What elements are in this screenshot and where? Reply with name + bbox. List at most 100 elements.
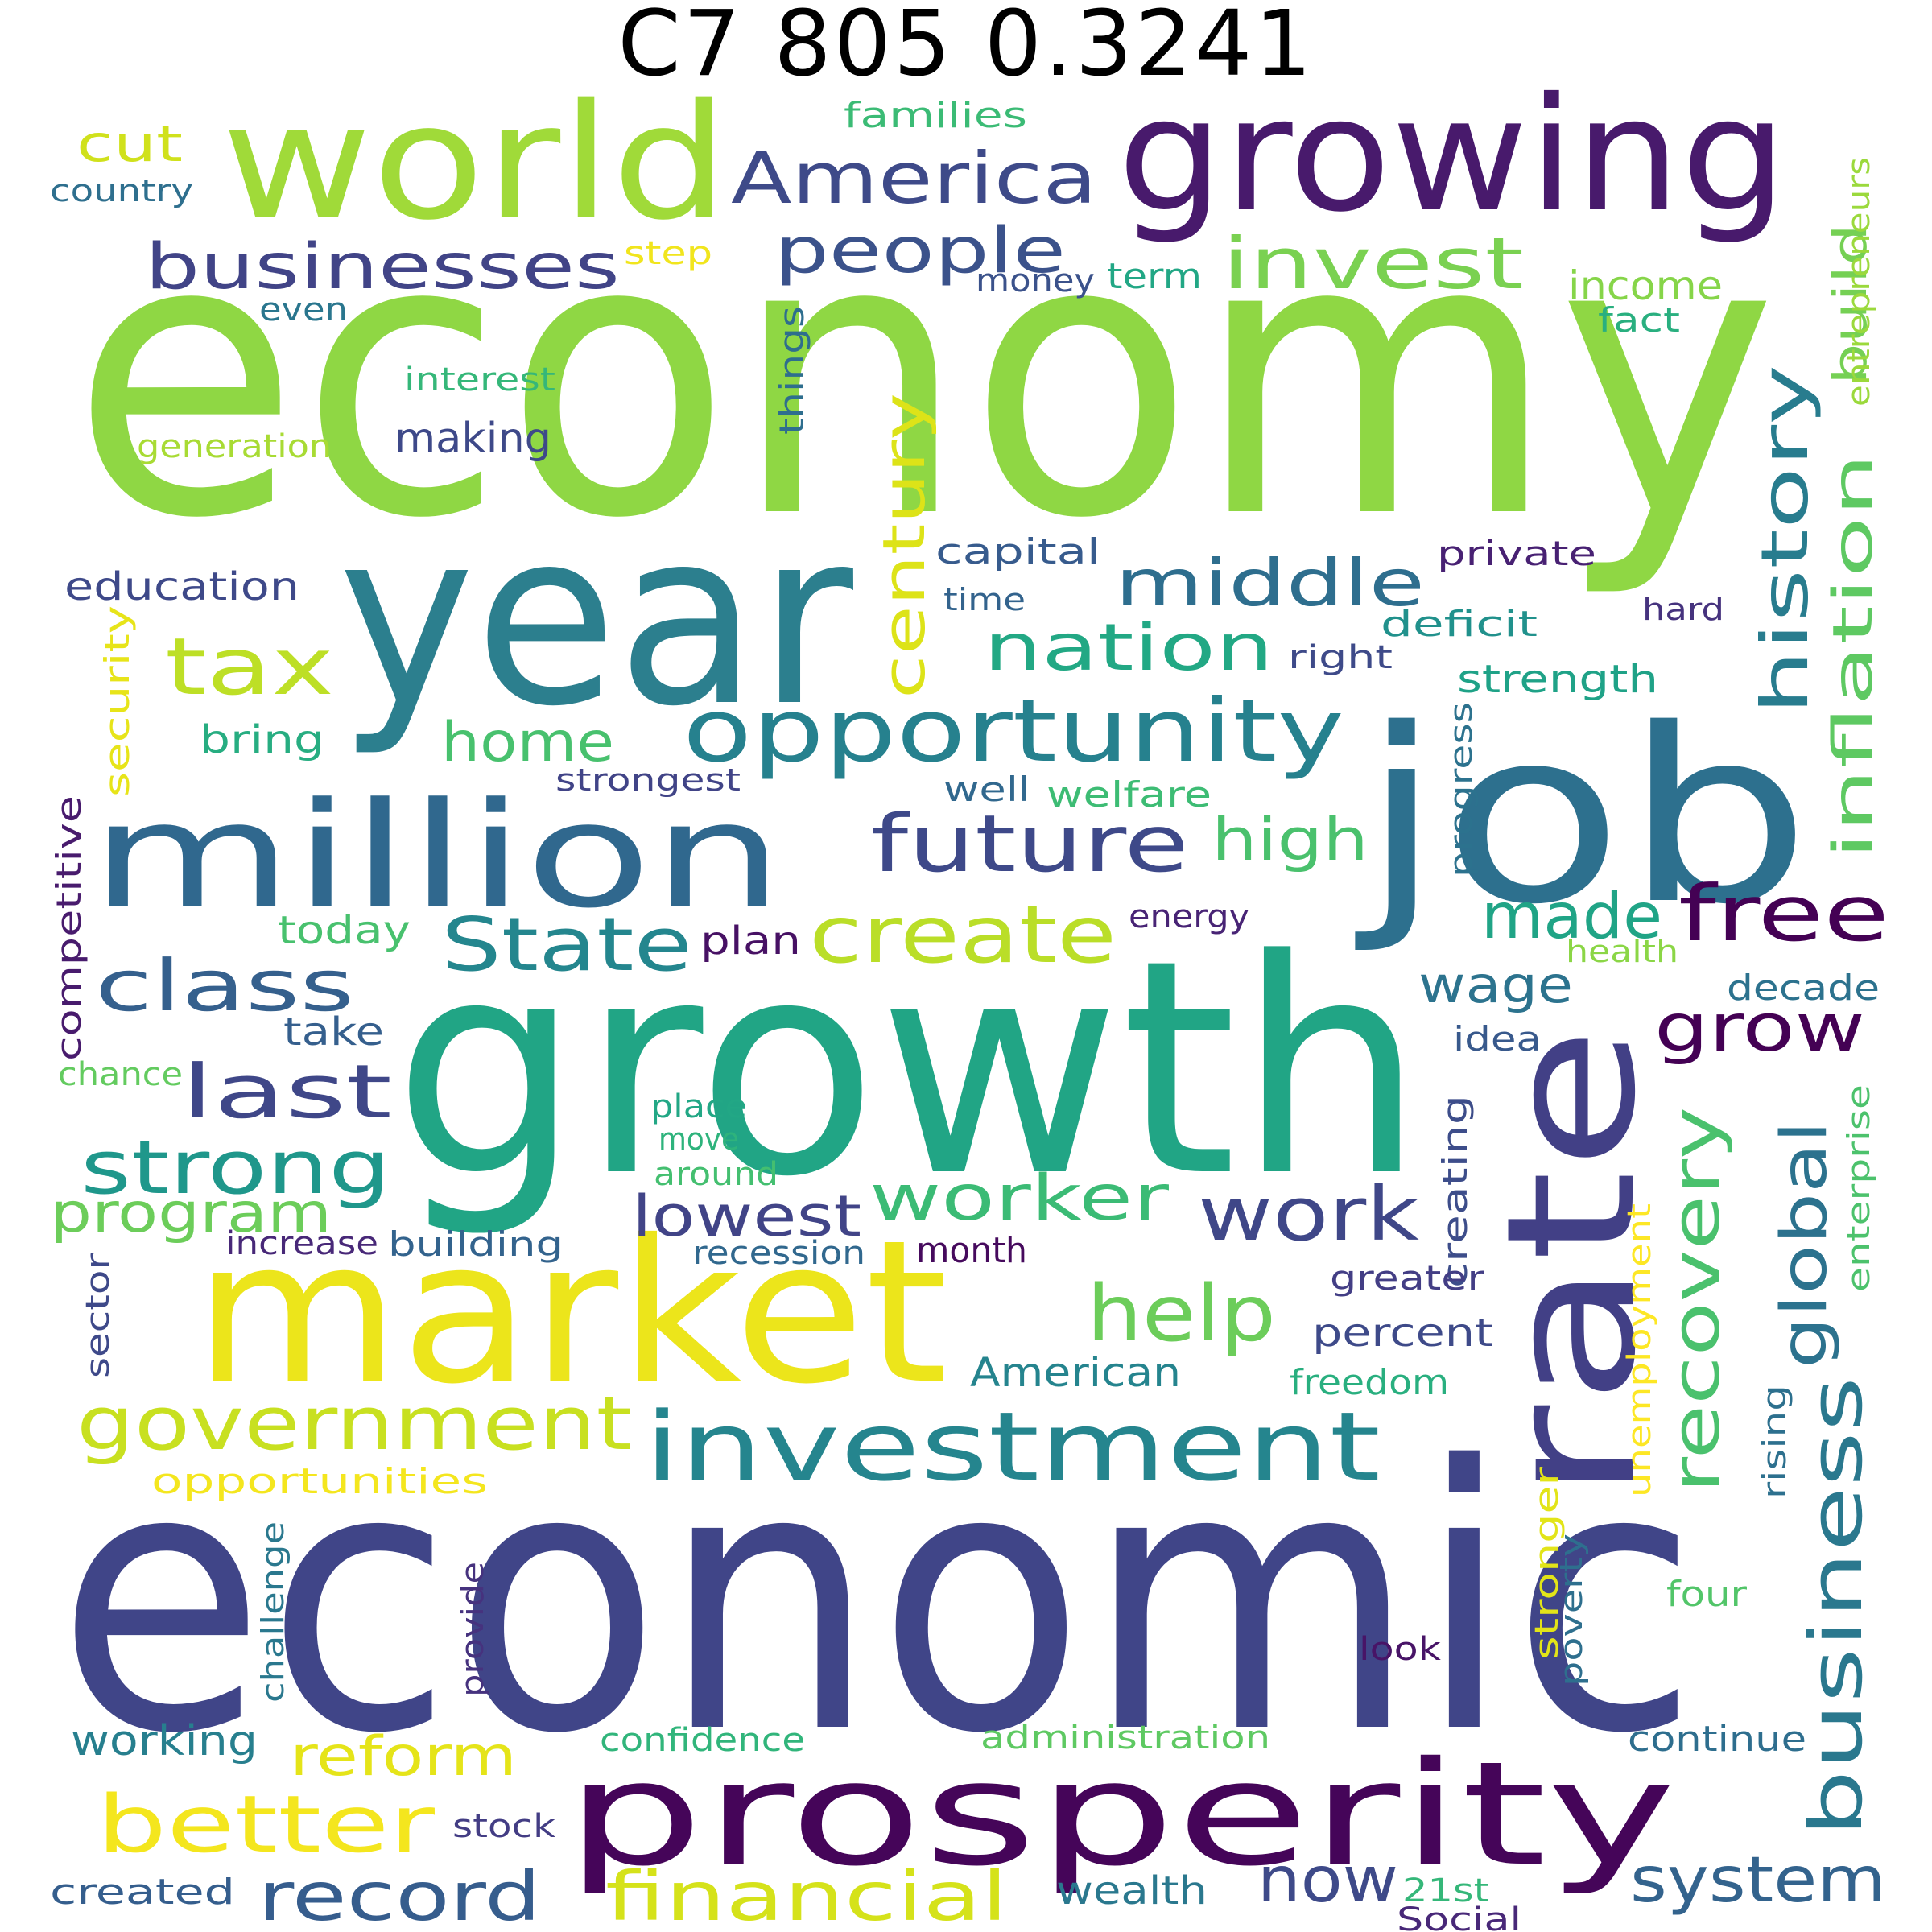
- word-recovery: recovery: [1658, 1107, 1735, 1493]
- word-prosperity: prosperity: [565, 1731, 1676, 1897]
- word-plan: plan: [700, 919, 801, 964]
- word-sector: sector: [80, 1253, 117, 1378]
- word-even: even: [259, 291, 348, 328]
- word-chance: chance: [58, 1056, 183, 1093]
- word-government: government: [76, 1381, 632, 1467]
- word-system: system: [1630, 1844, 1886, 1917]
- word-grow: grow: [1654, 990, 1865, 1067]
- word-recession: recession: [692, 1235, 865, 1272]
- word-made: made: [1481, 881, 1662, 953]
- word-generation: generation: [137, 428, 332, 465]
- word-greater: greater: [1330, 1258, 1485, 1298]
- word-interest: interest: [404, 361, 555, 398]
- word-today: today: [278, 908, 411, 953]
- word-home: home: [441, 711, 614, 774]
- word-strongest: strongest: [555, 762, 741, 798]
- word-economic: economic: [56, 1389, 1699, 1813]
- word-making: making: [394, 415, 551, 463]
- word-reform: reform: [290, 1725, 517, 1789]
- word-class: class: [95, 944, 354, 1027]
- word-middle: middle: [1115, 546, 1425, 621]
- word-take: take: [283, 1009, 384, 1055]
- word-high: high: [1212, 806, 1368, 873]
- word-working: working: [71, 1717, 258, 1765]
- word-Social: Social: [1397, 1901, 1521, 1932]
- word-investment: investment: [644, 1391, 1381, 1502]
- word-free: free: [1678, 869, 1889, 959]
- word-wealth: wealth: [1056, 1868, 1208, 1913]
- word-creating: creating: [1435, 1095, 1475, 1288]
- word-strength: strength: [1457, 657, 1658, 702]
- word-money: money: [976, 262, 1095, 299]
- word-security: security: [97, 605, 137, 797]
- word-bring: bring: [200, 717, 324, 762]
- word-help: help: [1087, 1269, 1276, 1359]
- word-stronger: stronger: [1529, 1466, 1566, 1660]
- word-stock: stock: [452, 1808, 556, 1845]
- word-country: country: [50, 173, 193, 208]
- word-growth: growth: [393, 896, 1425, 1241]
- word-move: move: [658, 1121, 739, 1157]
- word-invest: invest: [1222, 222, 1524, 305]
- word-cut: cut: [76, 114, 183, 173]
- word-work: work: [1198, 1171, 1420, 1257]
- word-last: last: [181, 1049, 392, 1135]
- word-create: create: [809, 890, 1117, 981]
- word-private: private: [1437, 534, 1596, 573]
- word-world: world: [221, 69, 729, 255]
- word-million: million: [90, 772, 784, 940]
- word-record: record: [258, 1857, 541, 1932]
- word-decade: decade: [1727, 968, 1880, 1009]
- word-around: around: [654, 1156, 778, 1193]
- word-history: history: [1748, 365, 1823, 715]
- word-worker: worker: [869, 1162, 1170, 1235]
- word-energy: energy: [1129, 898, 1249, 935]
- word-program: program: [50, 1182, 332, 1245]
- word-provide: provide: [455, 1562, 490, 1697]
- word-strong: strong: [80, 1125, 390, 1211]
- word-month: month: [916, 1230, 1027, 1271]
- word-created: created: [50, 1872, 235, 1913]
- word-State: State: [441, 902, 692, 988]
- word-21st: 21st: [1402, 1872, 1489, 1909]
- word-build: build: [1823, 224, 1877, 385]
- word-business: business: [1794, 1377, 1879, 1837]
- word-four: four: [1666, 1574, 1748, 1615]
- word-growing: growing: [1117, 64, 1787, 246]
- word-century: century: [870, 393, 938, 699]
- word-now: now: [1257, 1844, 1398, 1917]
- word-future: future: [871, 799, 1189, 890]
- word-continue: continue: [1628, 1719, 1806, 1760]
- word-progress: progress: [1443, 702, 1479, 877]
- word-look: look: [1359, 1631, 1442, 1668]
- word-freedom: freedom: [1290, 1362, 1449, 1403]
- word-time: time: [943, 582, 1026, 617]
- word-poverty: poverty: [1554, 1534, 1589, 1686]
- word-opportunities: opportunities: [151, 1461, 488, 1502]
- cloud-title: C7 805 0.3241: [617, 0, 1315, 97]
- word-rate: rate: [1468, 1026, 1674, 1501]
- word-administration: administration: [980, 1719, 1270, 1757]
- word-fact: fact: [1598, 300, 1680, 340]
- word-tax: tax: [165, 621, 334, 713]
- word-lowest: lowest: [632, 1183, 861, 1249]
- word-job: job: [1352, 678, 1811, 957]
- word-things: things: [772, 306, 811, 435]
- word-enterprise: enterprise: [1841, 1084, 1876, 1292]
- word-percent: percent: [1312, 1311, 1493, 1356]
- word-families: families: [844, 95, 1027, 136]
- word-better: better: [97, 1779, 436, 1871]
- word-confidence: confidence: [600, 1722, 805, 1759]
- word-entrepreneurs: entrepreneurs: [1841, 157, 1876, 407]
- word-financial: financial: [605, 1857, 1008, 1932]
- word-wage: wage: [1418, 956, 1573, 1014]
- word-step: step: [624, 235, 712, 272]
- word-America: America: [731, 137, 1097, 220]
- word-right: right: [1288, 639, 1393, 676]
- word-unemployment: unemployment: [1621, 1203, 1658, 1497]
- word-global: global: [1769, 1121, 1841, 1368]
- word-place: place: [650, 1088, 747, 1125]
- word-nation: nation: [984, 610, 1274, 685]
- word-education: education: [64, 564, 299, 609]
